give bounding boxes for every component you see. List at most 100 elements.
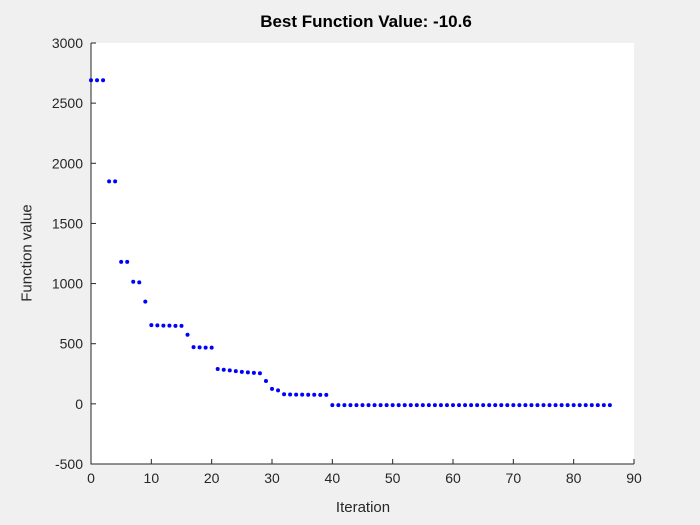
- data-point: [408, 403, 413, 408]
- data-point: [239, 369, 244, 374]
- data-point: [426, 403, 431, 408]
- data-point: [451, 403, 455, 408]
- data-point: [547, 403, 552, 408]
- data-point: [505, 403, 510, 408]
- data-point: [601, 403, 606, 408]
- x-tick-label: 70: [506, 470, 522, 486]
- data-point: [294, 392, 299, 397]
- data-point: [384, 403, 389, 408]
- data-point: [517, 403, 522, 408]
- data-point: [282, 392, 287, 397]
- data-point: [276, 388, 281, 393]
- data-point: [209, 345, 214, 350]
- data-point: [402, 403, 407, 408]
- y-tick-label: 3000: [52, 35, 83, 51]
- data-point: [149, 323, 154, 328]
- data-point: [119, 259, 124, 264]
- data-point: [487, 403, 492, 408]
- data-point: [185, 332, 190, 337]
- data-point: [541, 403, 546, 408]
- data-point: [420, 403, 425, 408]
- data-point: [288, 392, 293, 397]
- y-axis-label: Function value: [18, 204, 36, 302]
- x-tick-label: 30: [264, 470, 280, 486]
- data-point: [143, 299, 148, 304]
- data-point: [475, 403, 480, 408]
- data-point: [559, 403, 564, 408]
- y-tick-label: 1000: [52, 276, 83, 292]
- data-point: [263, 379, 268, 384]
- data-point: [324, 392, 329, 397]
- x-tick-label: 0: [87, 470, 95, 486]
- y-tick-label: 1500: [52, 215, 83, 231]
- data-point: [553, 403, 558, 408]
- data-point: [173, 323, 178, 328]
- y-tick-label: 2500: [52, 95, 83, 111]
- data-point: [481, 403, 486, 408]
- data-point: [457, 403, 462, 408]
- data-point: [372, 403, 377, 408]
- data-point: [438, 403, 443, 408]
- data-point: [336, 403, 341, 408]
- data-point: [444, 403, 449, 408]
- data-point: [414, 403, 419, 408]
- x-tick-label: 80: [566, 470, 582, 486]
- data-point: [257, 371, 262, 376]
- data-point: [390, 403, 395, 408]
- plot-background: [91, 43, 634, 464]
- data-point: [300, 392, 305, 397]
- data-point: [499, 403, 504, 408]
- data-point: [191, 345, 196, 350]
- data-point: [432, 403, 437, 408]
- y-tick-label: 500: [60, 336, 84, 352]
- data-point: [511, 403, 516, 408]
- data-point: [493, 403, 498, 408]
- data-point: [607, 403, 612, 408]
- data-point: [270, 386, 274, 391]
- y-tick-label: 0: [75, 396, 83, 412]
- x-axis-label: Iteration: [335, 499, 391, 516]
- data-point: [565, 403, 570, 408]
- data-point: [396, 403, 401, 408]
- data-point: [312, 392, 317, 397]
- data-point: [167, 323, 172, 328]
- x-tick-label: 10: [144, 470, 160, 486]
- data-point: [203, 345, 208, 350]
- data-point: [137, 280, 142, 285]
- data-point: [306, 392, 311, 397]
- data-point: [354, 403, 359, 408]
- data-point: [89, 78, 93, 83]
- data-point: [107, 179, 112, 184]
- data-point: [318, 392, 323, 397]
- data-point: [577, 403, 582, 408]
- data-point: [589, 403, 594, 408]
- data-point: [245, 370, 250, 375]
- data-point: [360, 403, 365, 408]
- data-point: [571, 403, 576, 408]
- data-point: [251, 370, 256, 375]
- data-point: [155, 323, 160, 328]
- data-point: [95, 78, 100, 83]
- data-point: [197, 345, 202, 350]
- data-point: [583, 403, 588, 408]
- data-point: [378, 403, 383, 408]
- data-point: [463, 403, 468, 408]
- data-point: [523, 403, 528, 408]
- data-point: [101, 78, 106, 83]
- data-point: [342, 403, 347, 408]
- plot-title: Best Function Value: -10.6: [260, 12, 472, 31]
- data-point: [595, 403, 600, 408]
- x-tick-label: 40: [325, 470, 341, 486]
- data-point: [161, 323, 166, 328]
- data-point: [131, 279, 136, 284]
- data-point: [125, 259, 130, 264]
- data-point: [215, 366, 220, 371]
- data-point: [348, 403, 353, 408]
- data-point: [366, 403, 371, 408]
- data-point: [469, 403, 474, 408]
- x-tick-label: 20: [204, 470, 220, 486]
- data-point: [535, 403, 540, 408]
- x-tick-label: 90: [626, 470, 642, 486]
- data-point: [227, 368, 232, 373]
